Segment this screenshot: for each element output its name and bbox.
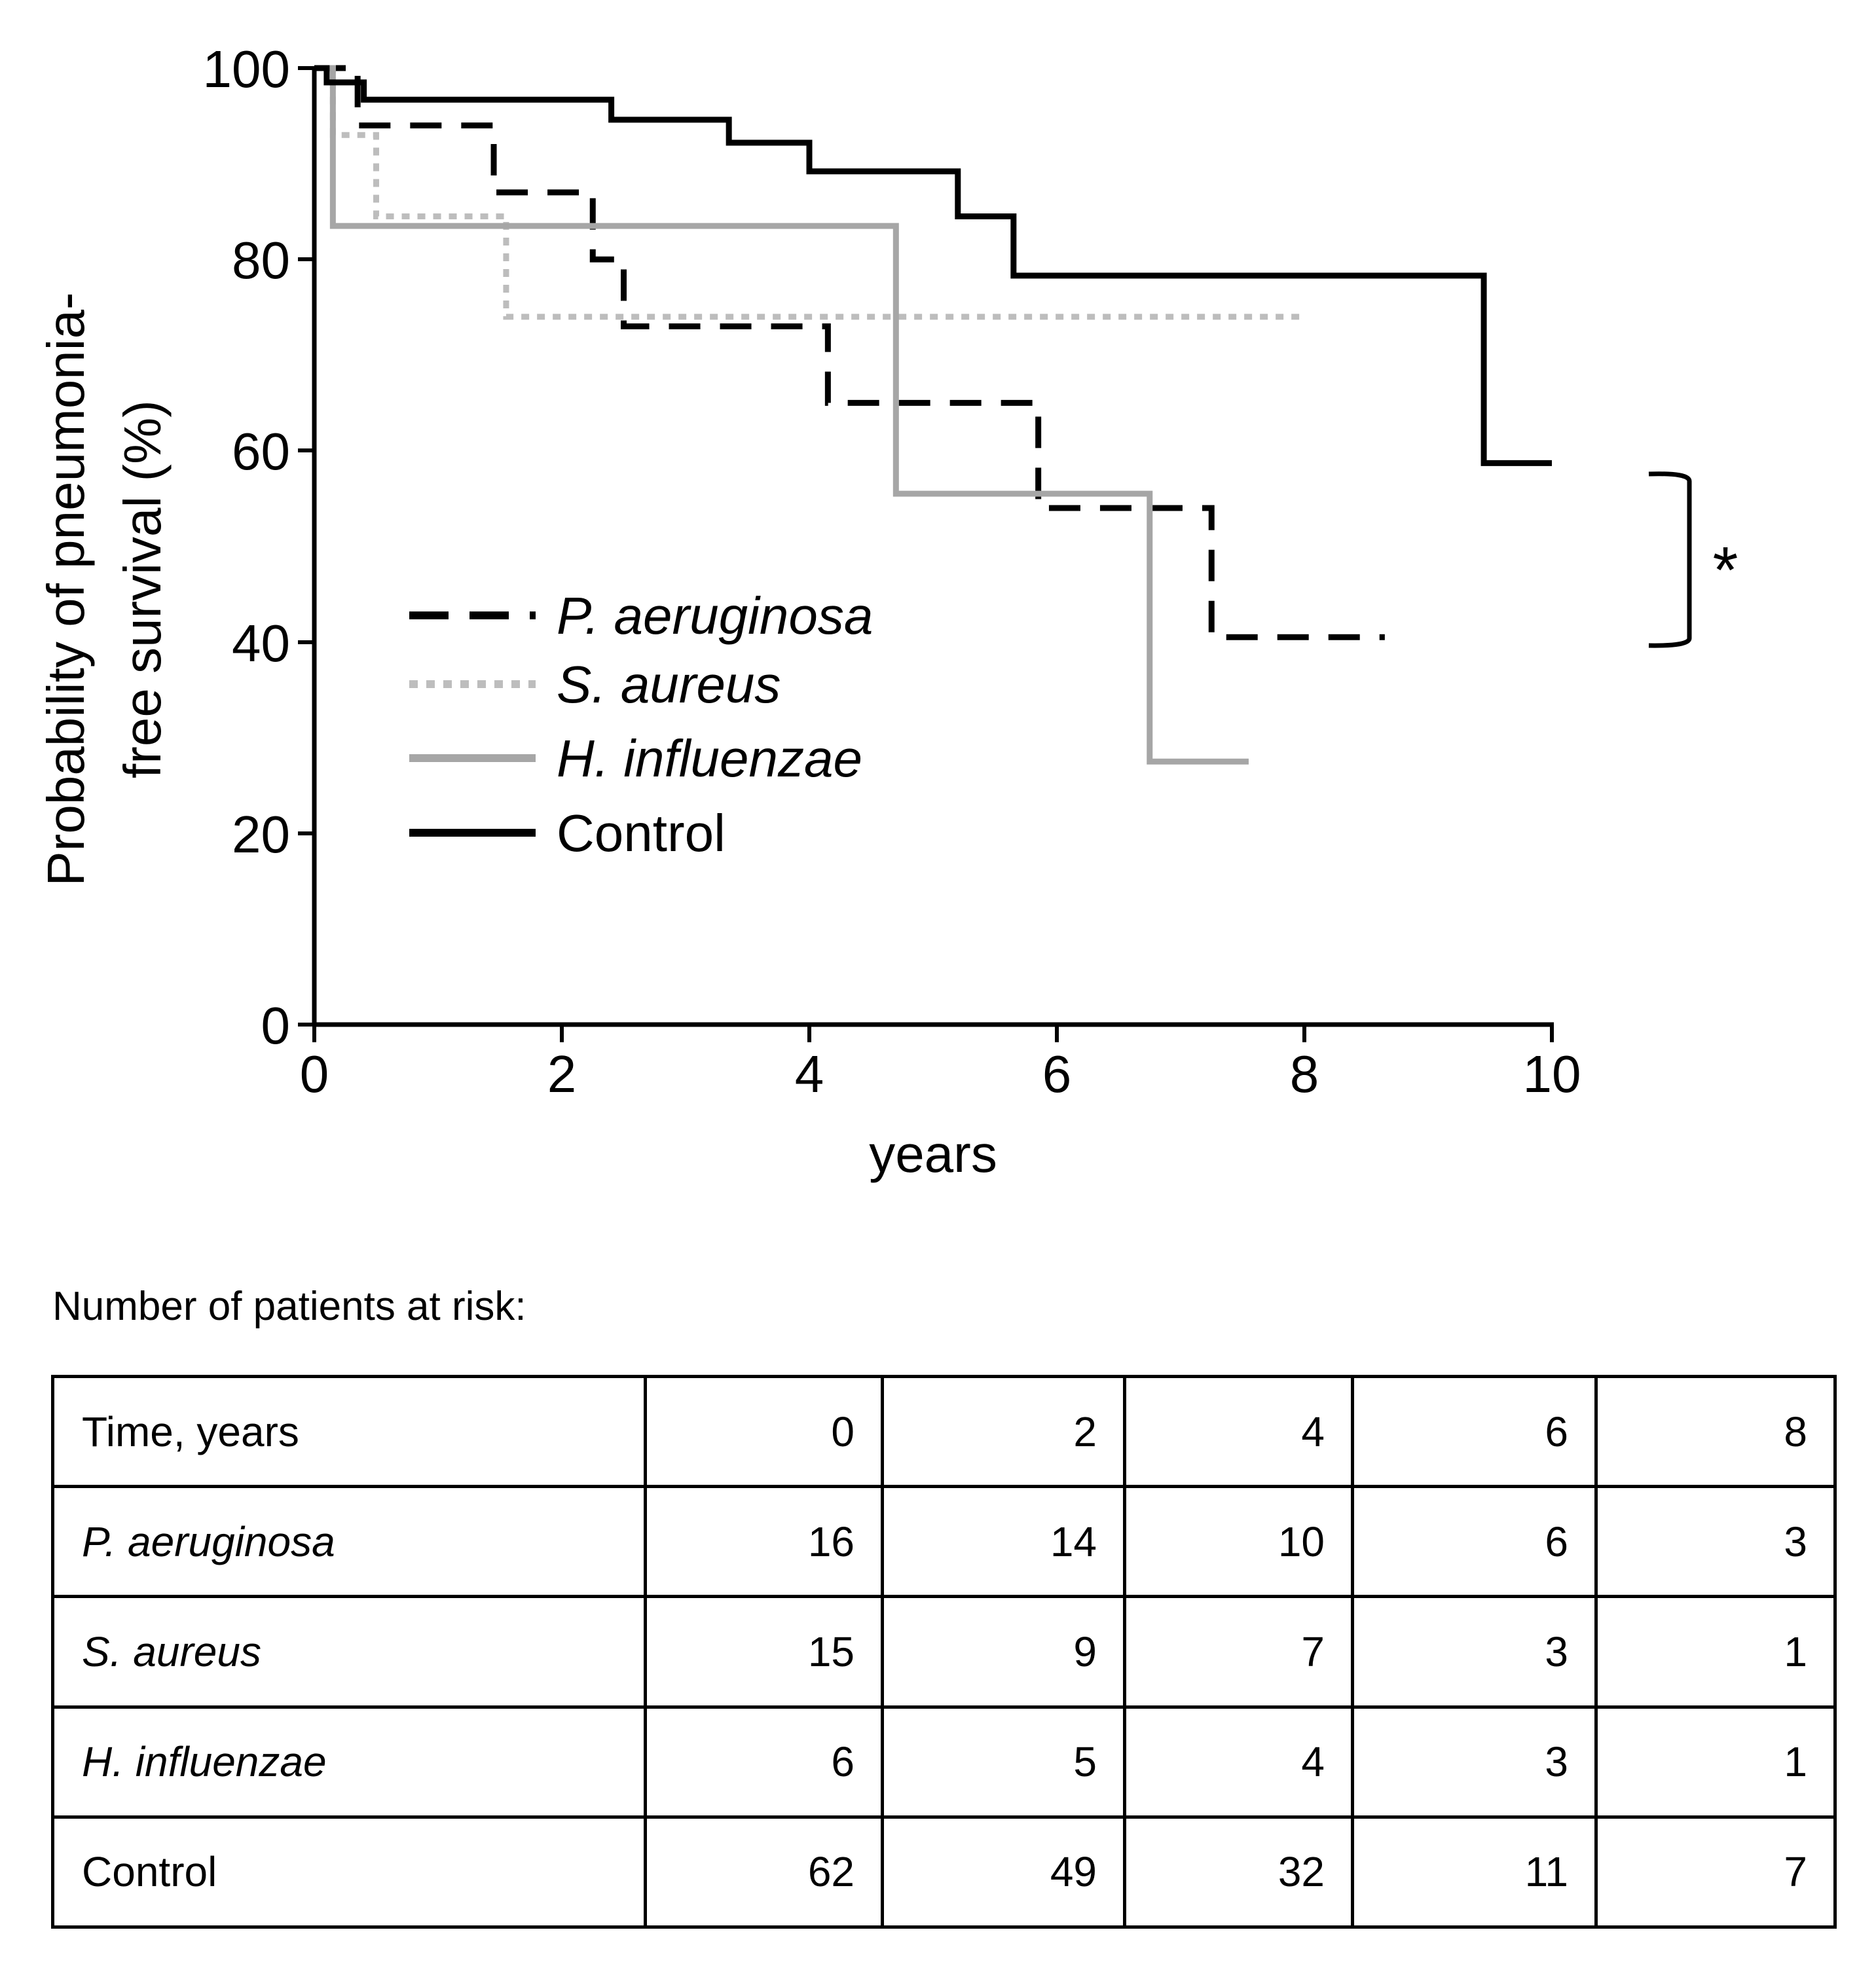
series-line-control [314,65,1552,466]
y-axis-label-line2: free survival (%) [113,400,172,778]
legend-label-control: Control [557,804,726,862]
x-tick-label: 8 [1290,1045,1319,1103]
significance-asterisk: * [1713,534,1738,607]
risk-table-row-label: P. aeruginosa [51,1485,647,1599]
series-line-h-influenzae [314,65,1249,765]
series-line-p-aeruginosa [314,65,1385,640]
risk-table-cell: 49 [881,1815,1126,1929]
x-axis-label: years [869,1125,997,1183]
risk-table-time: 4 [1123,1374,1354,1489]
risk-table-row: S. aureus 15 9 7 3 1 [51,1595,1837,1709]
x-tick-label: 6 [1042,1045,1072,1103]
risk-table-cell: 6 [644,1705,884,1819]
risk-table-header-row: Time, years 0 2 4 6 8 [51,1374,1837,1489]
risk-table-row: P. aeruginosa 16 14 10 6 3 [51,1485,1837,1599]
risk-table-cell: 5 [881,1705,1126,1819]
y-tick-label: 40 [232,614,290,672]
y-tick-label: 80 [232,231,290,289]
series-line-s-aureus [314,65,1304,320]
risk-table-cell: 7 [1594,1815,1837,1929]
risk-table-header-label: Time, years [51,1374,647,1489]
risk-table-cell: 3 [1351,1595,1598,1709]
risk-table-cell: 9 [881,1595,1126,1709]
significance-bracket [1648,471,1692,648]
risk-table-cell: 14 [881,1485,1126,1599]
risk-table-cell: 15 [644,1595,884,1709]
risk-table-cell: 6 [1351,1485,1598,1599]
risk-table-cell: 11 [1351,1815,1598,1929]
risk-table-row-label: Control [51,1815,647,1929]
y-tick-label: 0 [261,996,291,1055]
risk-table-cell: 4 [1123,1705,1354,1819]
risk-table-cell: 10 [1123,1485,1354,1599]
y-axis-label-line1: Probability of pneumonia- [37,292,95,886]
x-ticks: 0 2 4 6 8 10 [300,1025,1581,1103]
risk-table-time: 0 [644,1374,884,1489]
risk-table-time: 6 [1351,1374,1598,1489]
x-tick-label: 2 [547,1045,577,1103]
legend-label-h-influenzae: H. influenzae [557,729,862,788]
risk-table-cell: 3 [1594,1485,1837,1599]
x-tick-label: 10 [1523,1045,1581,1103]
risk-table-time: 2 [881,1374,1126,1489]
risk-table-cell: 32 [1123,1815,1354,1929]
risk-table-cell: 16 [644,1485,884,1599]
risk-table-row-label: S. aureus [51,1595,647,1709]
y-tick-label: 60 [232,422,290,481]
risk-table-row-label: H. influenzae [51,1705,647,1819]
risk-table-time: 8 [1594,1374,1837,1489]
risk-table-row: H. influenzae 6 5 4 3 1 [51,1705,1837,1819]
risk-table-cell: 7 [1123,1595,1354,1709]
risk-table-row: Control 62 49 32 11 7 [51,1815,1837,1929]
y-tick-label: 20 [232,805,290,864]
risk-table: Time, years 0 2 4 6 8 P. aeruginosa 16 1… [51,1374,1837,1929]
survival-chart: Probability of pneumonia- free survival … [37,40,1738,1183]
legend: P. aeruginosa S. aureus H. influenzae Co… [409,587,873,862]
legend-label-s-aureus: S. aureus [557,655,781,714]
risk-table-cell: 1 [1594,1595,1837,1709]
risk-table-cell: 1 [1594,1705,1837,1819]
risk-table-cell: 3 [1351,1705,1598,1819]
legend-label-p-aeruginosa: P. aeruginosa [557,587,873,645]
x-tick-label: 4 [795,1045,824,1103]
x-tick-label: 0 [300,1045,329,1103]
risk-table-cell: 62 [644,1815,884,1929]
y-tick-label: 100 [203,40,290,98]
risk-table-heading: Number of patients at risk: [52,1284,526,1329]
y-ticks: 0 20 40 60 80 100 [203,40,314,1055]
